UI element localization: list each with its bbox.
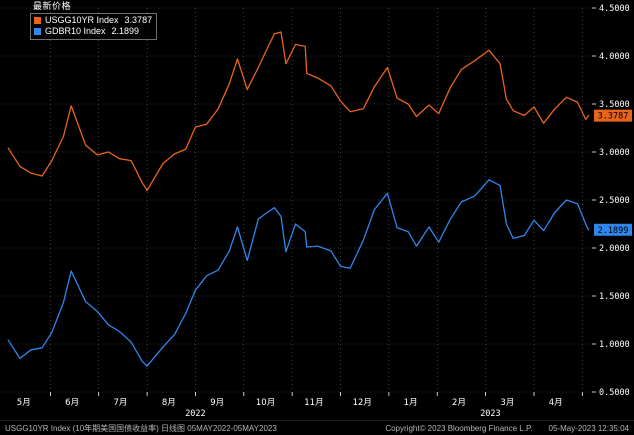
x-tick-label: 9月 bbox=[210, 398, 224, 408]
footer-bar: USGG10YR Index (10年期美国国债收益率) 日线图 05MAY20… bbox=[0, 420, 634, 435]
series-swatch-orange bbox=[34, 17, 41, 24]
x-tick-label: 5月 bbox=[17, 398, 31, 408]
legend-item-usgg10yr[interactable]: USGG10YR Index 3.3787 bbox=[34, 15, 152, 26]
last-price-label: 3.3787 bbox=[598, 112, 629, 122]
legend-title: 最新价格 bbox=[33, 1, 72, 11]
legend-box: USGG10YR Index 3.3787 GDBR10 Index 2.189… bbox=[30, 13, 158, 40]
last-price-badge-gdbr10 bbox=[594, 223, 632, 236]
price-chart[interactable]: 4.5000 4.0000 3.5000 3.0000 2.5000 2.0000 1.50… bbox=[0, 0, 634, 420]
series-swatch-blue bbox=[34, 28, 41, 35]
y-tick-label: 2.5000 bbox=[599, 196, 630, 206]
footer-timestamp: 05-May-2023 12:35:04 bbox=[548, 423, 630, 433]
last-price-label: 2.1899 bbox=[598, 226, 629, 236]
legend-value-usgg10yr: 3.3787 bbox=[124, 15, 153, 25]
footer-copyright: Copyright© 2023 Bloomberg Finance L.P. bbox=[385, 423, 533, 433]
x-tick-label: 4月 bbox=[549, 398, 563, 408]
x-tick-label: 7月 bbox=[114, 398, 128, 408]
legend: 最新价格 USGG10YR Index 3.3787 GDBR10 Index … bbox=[30, 1, 158, 40]
y-tick-label: 1.5000 bbox=[599, 292, 630, 302]
x-tick-label: 3月 bbox=[500, 398, 514, 408]
y-tick-label: 0.5000 bbox=[599, 388, 630, 398]
footer-right: Copyright© 2023 Bloomberg Finance L.P. 0… bbox=[385, 424, 629, 433]
y-tick-label: 1.0000 bbox=[599, 340, 630, 350]
y-tick-label: 3.0000 bbox=[599, 148, 630, 158]
x-tick-label: 10月 bbox=[256, 398, 275, 408]
legend-value-gdbr10: 2.1899 bbox=[111, 26, 140, 36]
y-tick-label: 2.0000 bbox=[599, 244, 630, 254]
y-tick-label: 3.5000 bbox=[599, 100, 630, 110]
year-label: 2022 bbox=[185, 409, 205, 419]
series-line-gdbr10 bbox=[7, 179, 590, 367]
x-tick-label: 12月 bbox=[353, 398, 372, 408]
series-line-usgg10yr bbox=[7, 31, 590, 192]
legend-label-usgg10yr: USGG10YR Index bbox=[45, 15, 119, 25]
footer-chart-description: USGG10YR Index (10年期美国国债收益率) 日线图 05MAY20… bbox=[5, 423, 277, 433]
x-tick-label: 2月 bbox=[452, 398, 466, 408]
y-tick-label: 4.0000 bbox=[599, 52, 630, 62]
x-tick-label: 6月 bbox=[65, 398, 79, 408]
x-tick-label: 8月 bbox=[162, 398, 176, 408]
legend-label-gdbr10: GDBR10 Index bbox=[45, 26, 106, 36]
last-price-badge-usgg10yr bbox=[594, 109, 632, 122]
x-tick-label: 1月 bbox=[404, 398, 418, 408]
y-tick-label: 4.5000 bbox=[599, 4, 630, 14]
legend-item-gdbr10[interactable]: GDBR10 Index 2.1899 bbox=[34, 26, 152, 37]
year-label: 2023 bbox=[480, 409, 500, 419]
x-tick-label: 11月 bbox=[304, 398, 323, 408]
